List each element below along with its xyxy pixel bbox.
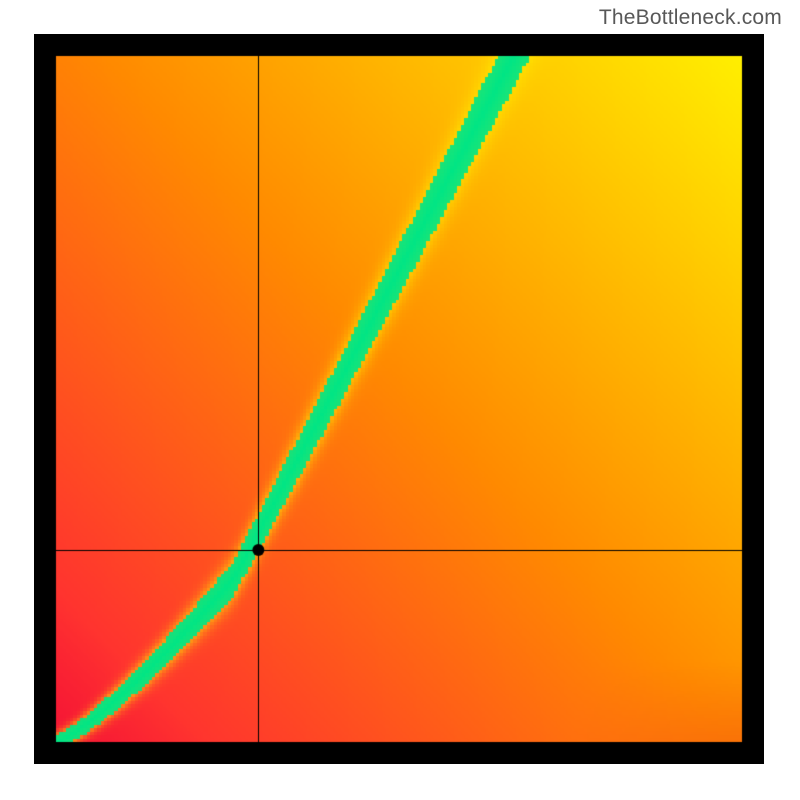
root: TheBottleneck.com (0, 0, 800, 800)
heatmap-frame (34, 34, 764, 764)
watermark-text: TheBottleneck.com (599, 6, 782, 30)
heatmap-canvas (34, 34, 764, 764)
